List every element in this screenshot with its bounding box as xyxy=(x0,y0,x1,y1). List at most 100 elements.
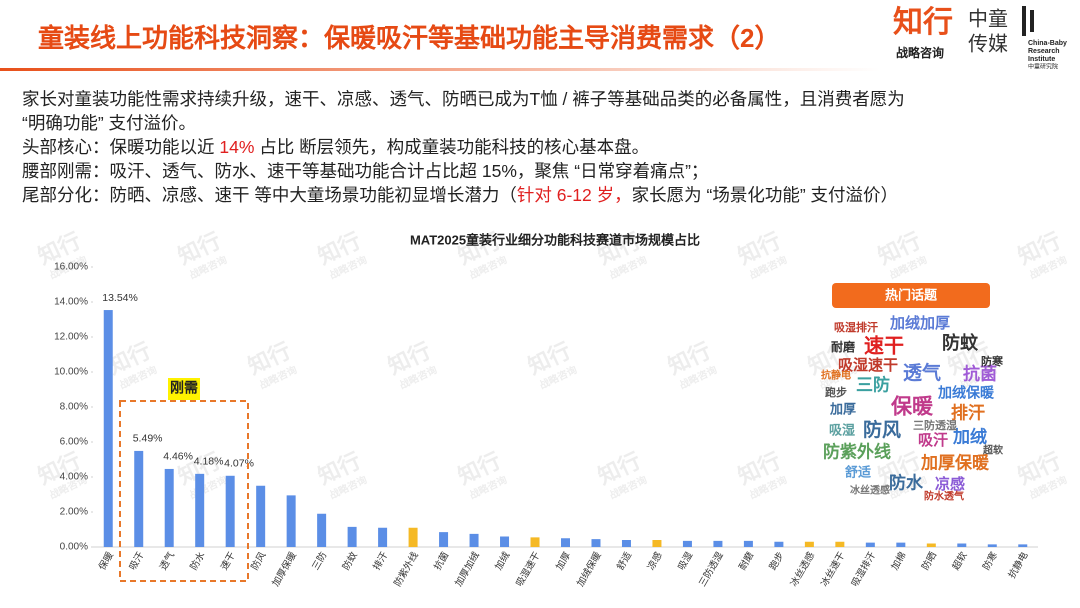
x-tick-label: 速干 xyxy=(219,550,238,572)
x-tick-label: 排汗 xyxy=(370,549,390,572)
bar xyxy=(1018,544,1028,547)
x-tick-label: 跑步 xyxy=(767,550,787,572)
bar xyxy=(286,495,296,547)
cloud-word: 保暖 xyxy=(890,396,934,419)
body-segment: “明确功能” 支付溢价。 xyxy=(22,113,196,133)
x-tick-label: 吸湿速干 xyxy=(514,550,543,588)
value-label: 13.54% xyxy=(102,292,138,304)
logo-brand: 知行 xyxy=(893,6,953,39)
cloud-word: 防水透气 xyxy=(924,490,964,503)
cloud-word: 加绒加厚 xyxy=(889,314,950,332)
annotation-box xyxy=(119,400,249,582)
x-tick-label: 吸湿 xyxy=(676,550,695,572)
cloud-word: 加厚 xyxy=(829,401,856,416)
word-cloud-title: 热门话题 xyxy=(885,287,938,302)
x-tick-label: 抗菌 xyxy=(431,550,451,572)
y-tick-label: 2.00% xyxy=(60,507,88,518)
x-tick-label: 超软 xyxy=(950,549,970,572)
bar xyxy=(225,475,235,547)
bar xyxy=(317,513,327,547)
annotation: 刚需 xyxy=(170,380,198,396)
x-tick-label: 抗静电 xyxy=(1006,549,1031,580)
x-tick-label: 防风 xyxy=(249,549,269,572)
y-tick-label: 4.00% xyxy=(60,472,88,483)
bar xyxy=(743,540,753,547)
bar xyxy=(652,540,662,547)
bar xyxy=(195,473,205,547)
x-tick-label: 吸汗 xyxy=(127,549,147,572)
cloud-word: 冰丝透感 xyxy=(850,484,890,497)
bar xyxy=(865,542,875,547)
title-rule xyxy=(0,68,880,71)
x-tick-label: 加厚 xyxy=(554,550,573,572)
x-tick-label: 加厚加绒 xyxy=(452,549,482,588)
logo: 知行 战略咨询 中童 传媒 China-Baby Research Instit… xyxy=(893,6,1067,71)
x-tick-label: 防蚊 xyxy=(340,549,360,572)
bar xyxy=(682,540,692,547)
cloud-word: 速干 xyxy=(864,334,904,357)
body-segment: 家长对童装功能性需求持续升级，速干、凉感、透气、防晒已成为T恤 / 裤子等基础品… xyxy=(22,89,905,109)
body-line: 腰部刚需：吸汗、透气、防水、速干等基础功能合计占比超 15%，聚焦 “日常穿着痛… xyxy=(22,161,708,181)
bar xyxy=(591,539,601,547)
body-text: 家长对童装功能性需求持续升级，速干、凉感、透气、防晒已成为T恤 / 裤子等基础品… xyxy=(22,89,905,205)
bar xyxy=(804,541,814,547)
cloud-word: 防蚊 xyxy=(942,332,979,353)
cloud-word: 吸湿排汗 xyxy=(834,320,878,334)
y-tick-label: 8.00% xyxy=(60,402,88,413)
x-tick-label: 耐磨 xyxy=(736,549,756,572)
x-tick-label: 加绒保暖 xyxy=(574,549,604,588)
x-tick-label: 冰丝透感 xyxy=(788,549,818,588)
cloud-word: 加绒 xyxy=(952,426,987,446)
body-segment: 尾部分化：防晒、凉感、速干 等中大童场景功能初显增长潜力（ xyxy=(22,185,517,205)
logo-institute: Institute xyxy=(1028,56,1055,63)
bar xyxy=(774,541,784,547)
bar xyxy=(987,544,997,547)
bar xyxy=(378,527,388,547)
cloud-word: 三防透湿 xyxy=(913,418,957,432)
bar xyxy=(896,542,906,547)
bar xyxy=(561,538,570,547)
cloud-word: 加厚保暖 xyxy=(920,452,990,472)
bar xyxy=(957,543,967,547)
logo-media: 中童 xyxy=(968,7,1008,30)
logo-media: 传媒 xyxy=(968,32,1008,55)
logo-institute: China-Baby xyxy=(1028,40,1067,47)
bar xyxy=(164,468,174,547)
bar xyxy=(439,532,449,547)
cloud-word: 耐磨 xyxy=(831,339,855,354)
value-label: 4.07% xyxy=(224,458,254,470)
logo-institute: Research xyxy=(1028,48,1060,55)
cloud-word: 防紫外线 xyxy=(823,441,891,461)
cloud-word: 透气 xyxy=(903,361,941,384)
y-tick-label: 10.00% xyxy=(54,367,88,378)
bar xyxy=(530,537,540,547)
slide-title: 童装线上功能科技洞察：保暖吸汗等基础功能主导消费需求（2） xyxy=(38,23,780,53)
bar xyxy=(347,526,357,547)
body-segment: 家长愿为 “场景化功能” 支付溢价） xyxy=(632,185,898,205)
bar xyxy=(256,485,266,547)
logo-brand-sub: 战略咨询 xyxy=(896,45,944,60)
cloud-word: 吸汗 xyxy=(918,431,948,449)
cloud-word: 吸湿速干 xyxy=(838,356,898,374)
word-cloud-title-bg xyxy=(832,283,990,308)
x-tick-label: 透气 xyxy=(157,549,177,572)
cloud-word: 加绒保暖 xyxy=(937,385,995,401)
x-tick-label: 保暖 xyxy=(96,549,116,572)
cloud-word: 凉感 xyxy=(935,475,965,493)
cloud-word: 排汗 xyxy=(951,402,985,422)
bar xyxy=(408,527,418,547)
x-tick-label: 凉感 xyxy=(645,549,665,572)
cloud-word: 抗静电 xyxy=(821,369,851,382)
x-tick-label: 三防 xyxy=(310,549,330,572)
x-tick-label: 冰丝速干 xyxy=(818,550,847,589)
logo-institute-cn: 中童研究院 xyxy=(1028,63,1058,71)
bar xyxy=(500,536,510,547)
